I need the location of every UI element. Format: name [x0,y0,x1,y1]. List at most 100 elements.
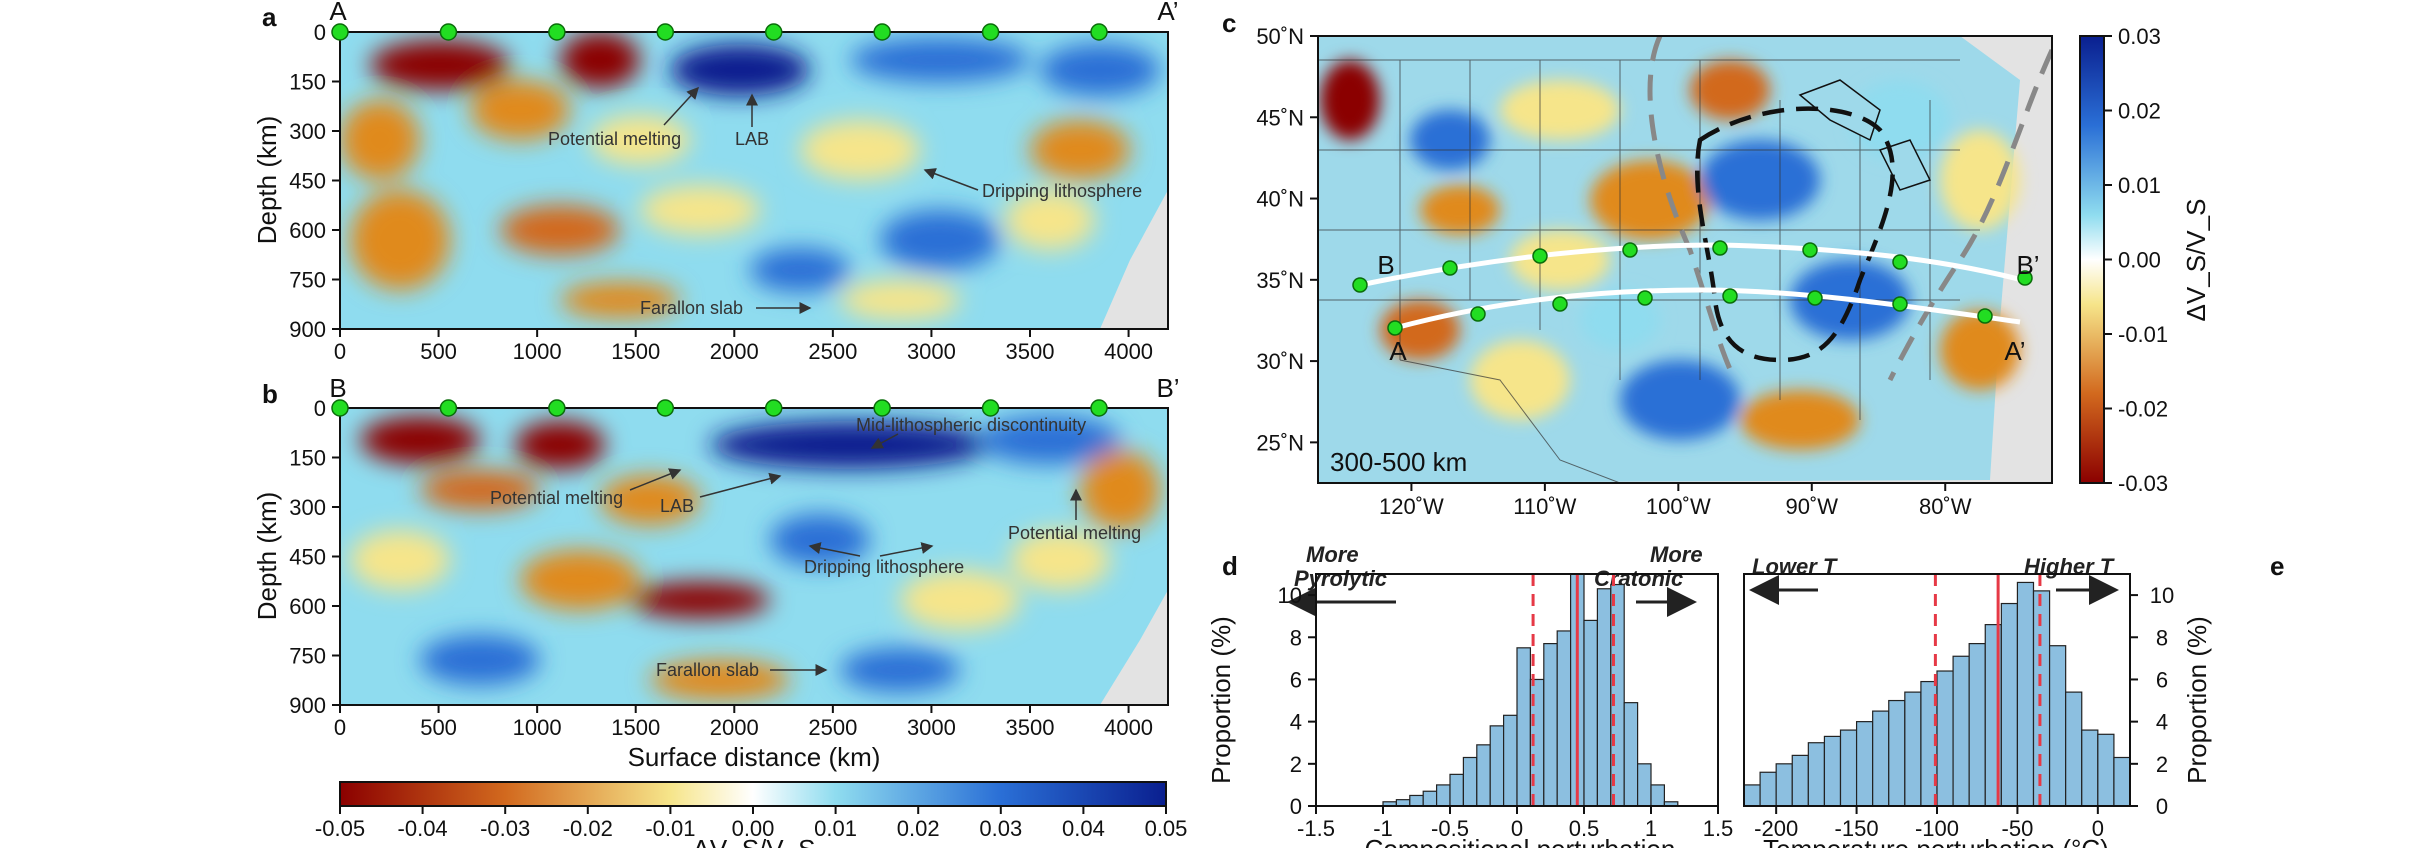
station-marker [1470,306,1486,322]
colorbar-tick-label: 0.03 [979,816,1022,841]
y-tick-label: 0 [1290,794,1302,819]
x-tick-label: 1500 [611,715,660,740]
histogram-bar [1807,742,1826,807]
colorbar-ab: -0.05 -0.04 -0.03 -0.02 -0.01 0.00 0.01 0.02 0.0… [315,781,1187,848]
station-marker [1532,248,1548,264]
y-axis-label: Depth (km) [252,116,282,245]
station-marker [1090,23,1108,41]
colorbar-tick-label: 0.05 [1145,816,1188,841]
lat-tick-label: 50˚N [1256,24,1304,49]
station-marker [331,23,349,41]
annotation: Potential melting [1008,523,1141,543]
histogram-bar [1422,790,1438,807]
y-axis-label: Depth (km) [252,492,282,621]
y-tick-label: 300 [289,119,326,144]
y-axis-label: Proportion (%) [1206,616,1236,784]
histogram-bar [1435,784,1451,807]
colorbar-tick-label: -0.02 [563,816,613,841]
x-tick-label: 3000 [907,339,956,364]
histogram-bar [1583,619,1598,807]
y-ticks: 0 150 300 450 600 750 900 [289,396,340,718]
station-marker [873,23,891,41]
x-tick-label: 2000 [710,339,759,364]
histogram-e: -200 -150 -100 -50 0 0 2 4 6 8 10 [1743,573,2174,841]
annotation: Potential melting [490,488,623,508]
depth-range-label: 300-500 km [1330,447,1467,477]
histogram-bar [2032,590,2051,807]
station-marker [873,399,891,417]
station-marker [548,399,566,417]
histogram-d: -1.5 -1 -0.5 0 0.5 1 1.5 0 2 4 6 8 10 [1278,573,1733,841]
arrow-label-right: Higher T [2024,554,2115,579]
x-axis-label: Temperature perturbation (°C) [1763,834,2109,848]
station-marker [764,23,783,41]
station-marker [1807,290,1823,306]
lat-tick-label: 25˚N [1256,430,1304,455]
station-marker [1352,277,1368,293]
histogram-bar [1489,725,1505,807]
x-tick-label: -150 [1835,816,1879,841]
y-tick-label: 450 [289,545,326,570]
histogram-bar [2081,729,2099,807]
colorbar-ticks: -0.05 -0.04 -0.03 -0.02 -0.01 0.00 0.01 0.02 0.0… [315,806,1187,841]
colorbar-tick-label: -0.04 [398,816,448,841]
panel-a-tomogram [340,32,1168,329]
annotation: LAB [660,496,694,516]
station-marker [548,23,566,41]
station-marker [1892,254,1908,270]
map-body [1318,36,2052,483]
annotation: Farallon slab [640,298,743,318]
profile-start-label: B [329,373,346,403]
panel-c-letter: c [1222,8,1236,38]
map-ticks: 50˚N 45˚N 40˚N 35˚N 30˚N 25˚N 120˚W 110˚W 100˚W 9… [1256,24,1971,519]
histogram-bar [1952,655,1970,807]
profile-label: B’ [2016,250,2039,280]
y-tick-label: 600 [289,218,326,243]
station-marker [331,399,349,417]
histogram-bar [1650,784,1665,807]
lon-tick-label: 80˚W [1919,494,1972,519]
annotation: Dripping lithosphere [804,557,964,577]
colorbar-tick-label: 0.00 [732,816,775,841]
histogram-bar [1409,794,1424,807]
arrow-label-right: Cratonic [1594,566,1683,591]
station-marker [1712,240,1728,256]
colorbar-tick-label: -0.03 [2118,471,2168,496]
y-ticks: 0 150 300 450 600 750 900 [289,20,340,342]
x-tick-label: 3500 [1006,715,1055,740]
histogram-bar [1968,642,1986,807]
y-tick-label: 2 [1290,752,1302,777]
x-tick-label: -1 [1373,816,1393,841]
y-tick-label: 4 [1290,710,1302,735]
y-tick-label: 0 [2156,794,2168,819]
panel-d: d Proportion (%) Compositional perturbat… [1206,542,1733,848]
station-marker [1090,399,1108,417]
histogram-bar [1823,735,1842,807]
station-marker [981,23,1000,41]
histogram-bar [2097,733,2115,807]
annotation: Farallon slab [656,660,759,680]
y-tick-label: 300 [289,495,326,520]
histogram-bar [1623,702,1639,807]
histogram-bar [1904,691,1922,807]
y-axis-label: Proportion (%) [2182,616,2212,784]
x-tick-label: -200 [1754,816,1798,841]
profile-start-label: A [329,0,347,26]
colorbar-label: ΔV_S/V_S [693,834,816,848]
panel-e-letter: e [2270,551,2284,581]
colorbar-tick-label: 0.01 [814,816,857,841]
station-marker [1387,320,1403,336]
histogram-bar [1502,714,1518,807]
x-tick-label: 0 [334,715,346,740]
x-tick-label: 4000 [1104,715,1153,740]
panel-a-letter: a [262,2,277,32]
histogram-bar [1636,763,1652,807]
colorbar-tick-label: -0.02 [2118,397,2168,422]
colorbar-tick-label: 0.00 [2118,248,2161,273]
panel-d-letter: d [1222,551,1238,581]
colorbar-label: ΔV_S/V_S [2181,199,2211,322]
colorbar-tick-label: -0.05 [315,816,365,841]
colorbar-tick-label: -0.01 [645,816,695,841]
x-tick-label: -0.5 [1431,816,1469,841]
lon-tick-label: 90˚W [1786,494,1839,519]
